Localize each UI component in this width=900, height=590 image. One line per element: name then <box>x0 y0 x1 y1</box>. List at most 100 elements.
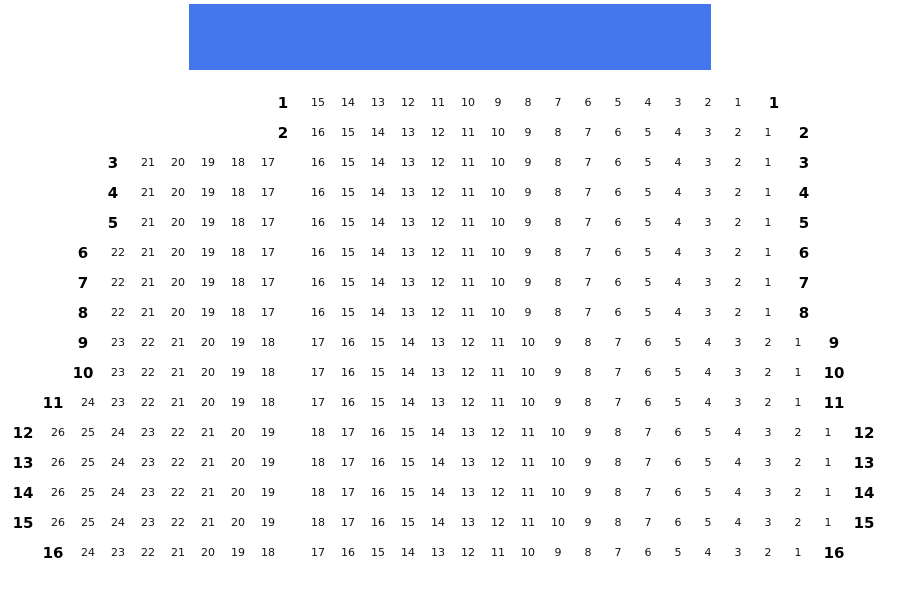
seat[interactable]: 9 <box>524 156 532 169</box>
seat[interactable]: 20 <box>171 306 185 319</box>
seat[interactable]: 13 <box>401 306 415 319</box>
seat[interactable]: 19 <box>231 336 245 349</box>
seat[interactable]: 7 <box>614 366 622 379</box>
seat[interactable]: 14 <box>371 246 385 259</box>
seat[interactable]: 16 <box>311 156 325 169</box>
seat[interactable]: 6 <box>644 336 652 349</box>
seat[interactable]: 12 <box>431 276 445 289</box>
seat[interactable]: 2 <box>794 456 802 469</box>
seat[interactable]: 21 <box>171 546 185 559</box>
seat[interactable]: 2 <box>734 276 742 289</box>
seat[interactable]: 19 <box>231 396 245 409</box>
seat[interactable]: 7 <box>644 486 652 499</box>
seat[interactable]: 9 <box>584 456 592 469</box>
seat[interactable]: 2 <box>734 246 742 259</box>
seat[interactable]: 1 <box>764 186 772 199</box>
seat[interactable]: 12 <box>431 186 445 199</box>
seat[interactable]: 11 <box>491 366 505 379</box>
seat[interactable]: 11 <box>521 486 535 499</box>
seat[interactable]: 3 <box>734 396 742 409</box>
seat[interactable]: 11 <box>461 306 475 319</box>
seat[interactable]: 13 <box>401 216 415 229</box>
seat[interactable]: 17 <box>341 426 355 439</box>
seat[interactable]: 11 <box>461 216 475 229</box>
seat[interactable]: 16 <box>371 516 385 529</box>
seat[interactable]: 12 <box>491 486 505 499</box>
seat[interactable]: 15 <box>401 516 415 529</box>
seat[interactable]: 8 <box>614 456 622 469</box>
seat[interactable]: 9 <box>524 306 532 319</box>
seat[interactable]: 15 <box>371 396 385 409</box>
seat[interactable]: 12 <box>461 366 475 379</box>
seat[interactable]: 22 <box>171 456 185 469</box>
seat[interactable]: 17 <box>261 246 275 259</box>
seat[interactable]: 10 <box>491 126 505 139</box>
seat[interactable]: 10 <box>491 246 505 259</box>
seat[interactable]: 7 <box>584 216 592 229</box>
seat[interactable]: 20 <box>171 156 185 169</box>
seat[interactable]: 3 <box>764 456 772 469</box>
seat[interactable]: 5 <box>644 126 652 139</box>
seat[interactable]: 4 <box>704 546 712 559</box>
seat[interactable]: 7 <box>644 516 652 529</box>
seat[interactable]: 22 <box>141 366 155 379</box>
seat[interactable]: 7 <box>554 96 562 109</box>
seat[interactable]: 16 <box>341 396 355 409</box>
seat[interactable]: 18 <box>231 276 245 289</box>
seat[interactable]: 13 <box>461 516 475 529</box>
seat[interactable]: 8 <box>584 366 592 379</box>
seat[interactable]: 1 <box>794 396 802 409</box>
seat[interactable]: 6 <box>644 366 652 379</box>
seat[interactable]: 13 <box>461 426 475 439</box>
seat[interactable]: 7 <box>644 426 652 439</box>
seat[interactable]: 4 <box>674 246 682 259</box>
seat[interactable]: 12 <box>431 216 445 229</box>
seat[interactable]: 2 <box>734 186 742 199</box>
seat[interactable]: 3 <box>704 246 712 259</box>
seat[interactable]: 14 <box>431 456 445 469</box>
seat[interactable]: 1 <box>794 336 802 349</box>
seat[interactable]: 9 <box>584 486 592 499</box>
seat[interactable]: 20 <box>231 426 245 439</box>
seat[interactable]: 11 <box>461 186 475 199</box>
seat[interactable]: 4 <box>734 516 742 529</box>
seat[interactable]: 9 <box>584 516 592 529</box>
seat[interactable]: 3 <box>674 96 682 109</box>
seat[interactable]: 22 <box>171 516 185 529</box>
seat[interactable]: 16 <box>341 546 355 559</box>
seat[interactable]: 9 <box>524 216 532 229</box>
seat[interactable]: 24 <box>81 396 95 409</box>
seat[interactable]: 15 <box>341 246 355 259</box>
seat[interactable]: 22 <box>141 546 155 559</box>
seat[interactable]: 17 <box>311 546 325 559</box>
seat[interactable]: 10 <box>551 516 565 529</box>
seat[interactable]: 16 <box>311 126 325 139</box>
seat[interactable]: 1 <box>764 216 772 229</box>
seat[interactable]: 19 <box>201 246 215 259</box>
seat[interactable]: 7 <box>614 396 622 409</box>
seat[interactable]: 11 <box>491 396 505 409</box>
seat[interactable]: 20 <box>171 246 185 259</box>
seat[interactable]: 10 <box>551 456 565 469</box>
seat[interactable]: 5 <box>644 156 652 169</box>
seat[interactable]: 4 <box>674 126 682 139</box>
seat[interactable]: 2 <box>794 486 802 499</box>
seat[interactable]: 25 <box>81 516 95 529</box>
seat[interactable]: 7 <box>644 456 652 469</box>
seat[interactable]: 18 <box>231 216 245 229</box>
seat[interactable]: 6 <box>644 546 652 559</box>
seat[interactable]: 22 <box>141 396 155 409</box>
seat[interactable]: 5 <box>704 456 712 469</box>
seat[interactable]: 19 <box>201 186 215 199</box>
seat[interactable]: 3 <box>704 276 712 289</box>
seat[interactable]: 19 <box>201 156 215 169</box>
seat[interactable]: 8 <box>584 546 592 559</box>
seat[interactable]: 5 <box>674 546 682 559</box>
seat[interactable]: 21 <box>141 306 155 319</box>
seat[interactable]: 19 <box>231 546 245 559</box>
seat[interactable]: 23 <box>111 546 125 559</box>
seat[interactable]: 21 <box>141 156 155 169</box>
seat[interactable]: 15 <box>341 276 355 289</box>
seat[interactable]: 11 <box>491 546 505 559</box>
seat[interactable]: 23 <box>141 516 155 529</box>
